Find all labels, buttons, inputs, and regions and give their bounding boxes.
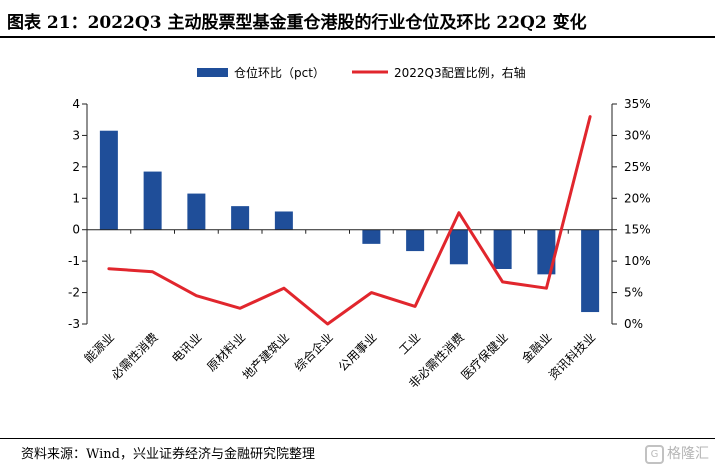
legend: 仓位环比（pct） 2022Q3配置比例，右轴 [197,65,526,80]
category-label: 地产建筑业 [239,330,292,383]
category-label: 工业 [396,330,423,357]
category-label: 公用事业 [336,330,380,374]
right-tick-label: 30% [624,128,651,142]
bar-series [86,130,613,313]
left-tick-label: -3 [68,317,80,331]
category-label: 医疗保健业 [458,330,510,382]
title-bar: 图表 21：2022Q3 主动股票型基金重仓港股的行业仓位及环比 22Q2 变化 [0,0,715,40]
legend-label-bar: 仓位环比（pct） [234,65,325,80]
category-label: 原材料业 [204,330,248,374]
watermark: G 格隆汇 [645,443,709,464]
bar-地产建筑业 [274,211,293,230]
category-label: 综合企业 [291,330,336,375]
category-label: 资讯科技业 [546,330,598,382]
line-series [107,115,592,326]
bar-电讯业 [187,193,206,230]
category-label: 金融业 [518,330,554,366]
legend-label-line: 2022Q3配置比例，右轴 [394,65,526,80]
left-tick-label: 1 [72,191,80,205]
category-label: 电讯业 [169,330,204,365]
title-rule [0,36,715,38]
bar-资讯科技业 [581,229,600,313]
bar-金融业 [537,229,556,275]
left-tick-label: 2 [72,160,80,174]
left-tick-label: -1 [68,254,80,268]
left-tick-label: 3 [72,128,80,142]
legend-swatch-bar [197,68,228,77]
bar-医疗保健业 [493,229,512,269]
left-tick-label: 0 [72,223,80,237]
right-tick-label: 0% [624,317,643,331]
right-tick-label: 10% [624,254,651,268]
category-label: 必需性消费 [108,330,160,382]
right-tick-label: 20% [624,191,651,205]
left-tick-label: 4 [72,97,80,111]
chart-title: 图表 21：2022Q3 主动股票型基金重仓港股的行业仓位及环比 22Q2 变化 [7,13,587,33]
source-rule [0,438,715,439]
chart-canvas: 仓位环比（pct） 2022Q3配置比例，右轴 -3 -2 -1 0 1 2 3 4 0% 5% 1… [68,65,651,392]
bar-非必需性消费 [449,229,468,265]
right-tick-label: 15% [624,223,651,237]
watermark-logo-icon: G [645,444,664,464]
bar-原材料业 [231,206,250,230]
bar-能源业 [99,130,118,230]
right-axis: 0% 5% 10% 15% 20% 25% 30% 35% [611,97,651,331]
line-series-path [107,115,592,326]
bar-必需性消费 [143,171,162,230]
left-tick-label: -2 [68,286,80,300]
source-note: 资料来源：Wind，兴业证券经济与金融研究院整理 [21,447,315,462]
right-tick-label: 25% [624,160,651,174]
right-tick-label: 5% [624,286,643,300]
left-axis: -3 -2 -1 0 1 2 3 4 [68,97,88,331]
bar-公用事业 [362,229,381,244]
watermark-text: 格隆汇 [667,446,709,462]
bar-工业 [406,229,425,252]
right-tick-label: 35% [624,97,651,111]
category-label: 能源业 [82,330,117,365]
